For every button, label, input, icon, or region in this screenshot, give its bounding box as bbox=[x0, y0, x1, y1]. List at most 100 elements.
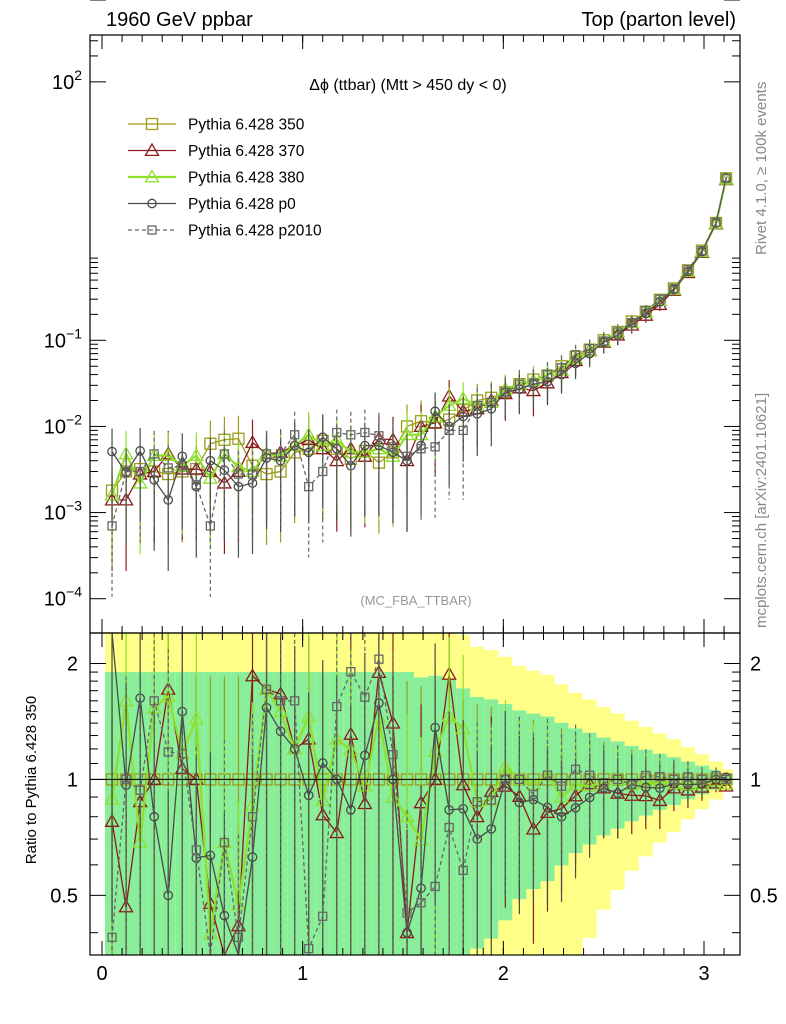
ratio-marker bbox=[275, 696, 286, 706]
ratio-marker bbox=[107, 932, 117, 943]
point-marker bbox=[304, 481, 314, 492]
point-marker bbox=[721, 173, 731, 183]
ratio-marker bbox=[444, 822, 454, 833]
point-marker bbox=[416, 444, 426, 454]
point-marker bbox=[570, 350, 581, 360]
point-marker bbox=[360, 427, 370, 438]
point-marker bbox=[121, 466, 131, 477]
ratio-tick-label-right: 1 bbox=[750, 769, 761, 791]
point-marker bbox=[430, 442, 440, 452]
point-marker bbox=[430, 406, 440, 417]
point-marker bbox=[697, 245, 707, 256]
point-marker bbox=[135, 466, 145, 477]
point-marker bbox=[244, 434, 261, 449]
ratio-marker bbox=[247, 812, 258, 822]
point-marker bbox=[458, 411, 469, 422]
legend-label-pythia-6-428-p0: Pythia 6.428 p0 bbox=[188, 196, 296, 213]
ratio-marker bbox=[163, 890, 174, 901]
point-marker bbox=[289, 430, 300, 440]
ratio-marker bbox=[304, 943, 314, 954]
ratio-marker bbox=[345, 805, 356, 815]
point-marker bbox=[486, 404, 497, 414]
point-marker bbox=[641, 306, 651, 316]
ratio-marker bbox=[318, 911, 328, 921]
point-marker bbox=[584, 343, 595, 354]
ratio-marker bbox=[599, 778, 609, 788]
ratio-line-pythia-6-428-p2010 bbox=[111, 658, 727, 955]
point-marker bbox=[613, 327, 623, 337]
y-tick-label: 10−3 bbox=[44, 498, 82, 525]
point-marker bbox=[444, 425, 454, 436]
ratio-marker bbox=[261, 684, 272, 694]
ratio-tick-label-left: 2 bbox=[67, 653, 78, 675]
plot-title: Δϕ (ttbar) (Mtt > 450 dy < 0) bbox=[309, 77, 507, 94]
y-tick-label: 10−1 bbox=[44, 325, 82, 352]
point-marker bbox=[472, 400, 482, 411]
header-right: Top (parton level) bbox=[581, 9, 736, 31]
point-marker bbox=[694, 243, 710, 258]
point-marker bbox=[500, 387, 510, 397]
rivet-label: Rivet 4.1.0, ≥ 100k events bbox=[753, 82, 770, 255]
point-marker bbox=[556, 363, 567, 373]
point-marker bbox=[346, 430, 356, 440]
ratio-marker bbox=[399, 808, 415, 823]
series-group bbox=[104, 171, 734, 955]
point-marker bbox=[528, 378, 539, 388]
ratio-marker bbox=[163, 747, 173, 757]
x-tick-label: 0 bbox=[96, 963, 107, 985]
ratio-tick-label-left: 1 bbox=[67, 769, 78, 791]
point-marker bbox=[163, 463, 173, 473]
ratio-marker bbox=[388, 749, 398, 760]
ratio-marker bbox=[416, 898, 426, 908]
y-tick-exponent: 2 bbox=[74, 67, 82, 83]
plot-frames bbox=[89, 34, 741, 956]
point-marker bbox=[107, 521, 117, 531]
x-tick-label: 2 bbox=[498, 963, 509, 985]
legend-label-pythia-6-428-p2010: Pythia 6.428 p2010 bbox=[188, 223, 322, 240]
x-tick-label: 1 bbox=[297, 963, 308, 985]
ratio-marker bbox=[528, 789, 539, 800]
legend-marker-pythia-6-428-370 bbox=[144, 142, 160, 157]
point-marker bbox=[388, 442, 398, 452]
point-marker bbox=[205, 455, 216, 466]
ratio-marker bbox=[683, 772, 693, 782]
legend-marker-pythia-6-428-p2010 bbox=[147, 225, 157, 235]
ratio-marker bbox=[332, 701, 342, 712]
ratio-marker bbox=[317, 758, 328, 768]
point-marker bbox=[219, 449, 230, 459]
ratio-marker bbox=[360, 692, 370, 702]
ratio-tick-label-right: 0.5 bbox=[750, 885, 778, 907]
point-marker bbox=[718, 171, 734, 185]
point-marker bbox=[711, 217, 721, 227]
y-tick-label: 10−NaN bbox=[24, 0, 82, 5]
ratio-marker bbox=[233, 932, 244, 943]
ratio-marker bbox=[149, 811, 160, 822]
ratio-marker bbox=[472, 797, 482, 807]
point-marker bbox=[402, 451, 412, 461]
point-marker bbox=[514, 379, 525, 389]
point-marker bbox=[317, 432, 328, 443]
ratio-marker bbox=[514, 797, 525, 808]
point-marker bbox=[458, 425, 468, 436]
ratio-marker bbox=[627, 779, 637, 790]
ratio-marker bbox=[188, 710, 204, 725]
y-tick-label: 10−4 bbox=[44, 584, 82, 611]
ratio-marker bbox=[191, 845, 201, 855]
ratio-marker bbox=[177, 748, 187, 759]
ratio-marker bbox=[556, 781, 567, 791]
point-marker bbox=[188, 447, 204, 462]
point-marker bbox=[332, 427, 342, 438]
ratio-plot-frame bbox=[89, 632, 741, 956]
ratio-marker bbox=[303, 790, 314, 801]
point-marker bbox=[275, 455, 286, 466]
legend-label-pythia-6-428-350: Pythia 6.428 350 bbox=[188, 117, 305, 134]
point-marker bbox=[680, 263, 696, 277]
ratio-marker bbox=[219, 837, 230, 848]
x-tick-label: 3 bbox=[698, 963, 709, 985]
point-marker bbox=[191, 480, 201, 490]
y-tick-exponent: −3 bbox=[66, 498, 82, 514]
ratio-marker bbox=[289, 696, 300, 706]
point-marker bbox=[318, 466, 328, 477]
y-tick-exponent: −4 bbox=[66, 584, 82, 600]
